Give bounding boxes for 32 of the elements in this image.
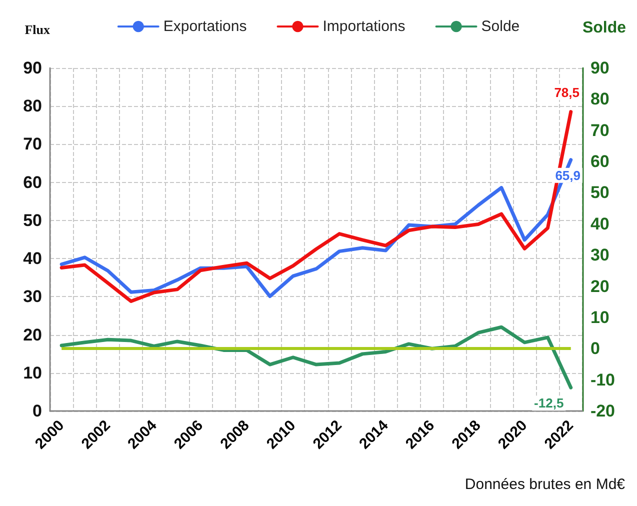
y-tick-label: 0 xyxy=(32,402,42,420)
y-tick-label: 10 xyxy=(23,363,42,382)
y2-tick-label: 10 xyxy=(590,308,610,327)
legend-label: Solde xyxy=(481,18,520,35)
legend-label: Importations xyxy=(322,18,406,35)
y2-tick-label: 40 xyxy=(590,214,610,234)
y2-axis-title: Solde xyxy=(582,20,626,36)
y2-tick-label: -10 xyxy=(590,370,616,390)
y2-tick-label: 80 xyxy=(590,90,610,109)
y-tick-label: 90 xyxy=(23,58,42,78)
y-tick-label: 60 xyxy=(23,172,42,192)
y2-tick-label: 30 xyxy=(590,246,610,265)
y2-tick-label: 90 xyxy=(590,58,610,78)
y-tick-label: 40 xyxy=(23,249,42,268)
y2-tick-label: -20 xyxy=(590,402,616,420)
y2-tick-label: 60 xyxy=(590,152,610,172)
data-label: 78,5 xyxy=(554,84,580,100)
y-axis-title: Flux xyxy=(24,22,50,37)
text: Données brutes en Md€ xyxy=(464,476,626,493)
y2-tick-label: 0 xyxy=(590,339,600,358)
y2-tick-label: 70 xyxy=(590,120,610,140)
y-tick-label: 50 xyxy=(23,210,42,230)
y-tick-label: 20 xyxy=(23,325,42,344)
data-label: -12,5 xyxy=(534,396,564,411)
y-tick-label: 70 xyxy=(23,134,42,154)
data-label: 65,9 xyxy=(555,168,581,183)
line-series xyxy=(60,325,573,390)
y-tick-label: 80 xyxy=(23,96,42,116)
y-tick-label: 30 xyxy=(23,287,42,306)
y2-tick-label: 20 xyxy=(590,276,610,296)
y2-tick-label: 50 xyxy=(590,183,610,202)
legend-label: Exportations xyxy=(163,18,247,35)
